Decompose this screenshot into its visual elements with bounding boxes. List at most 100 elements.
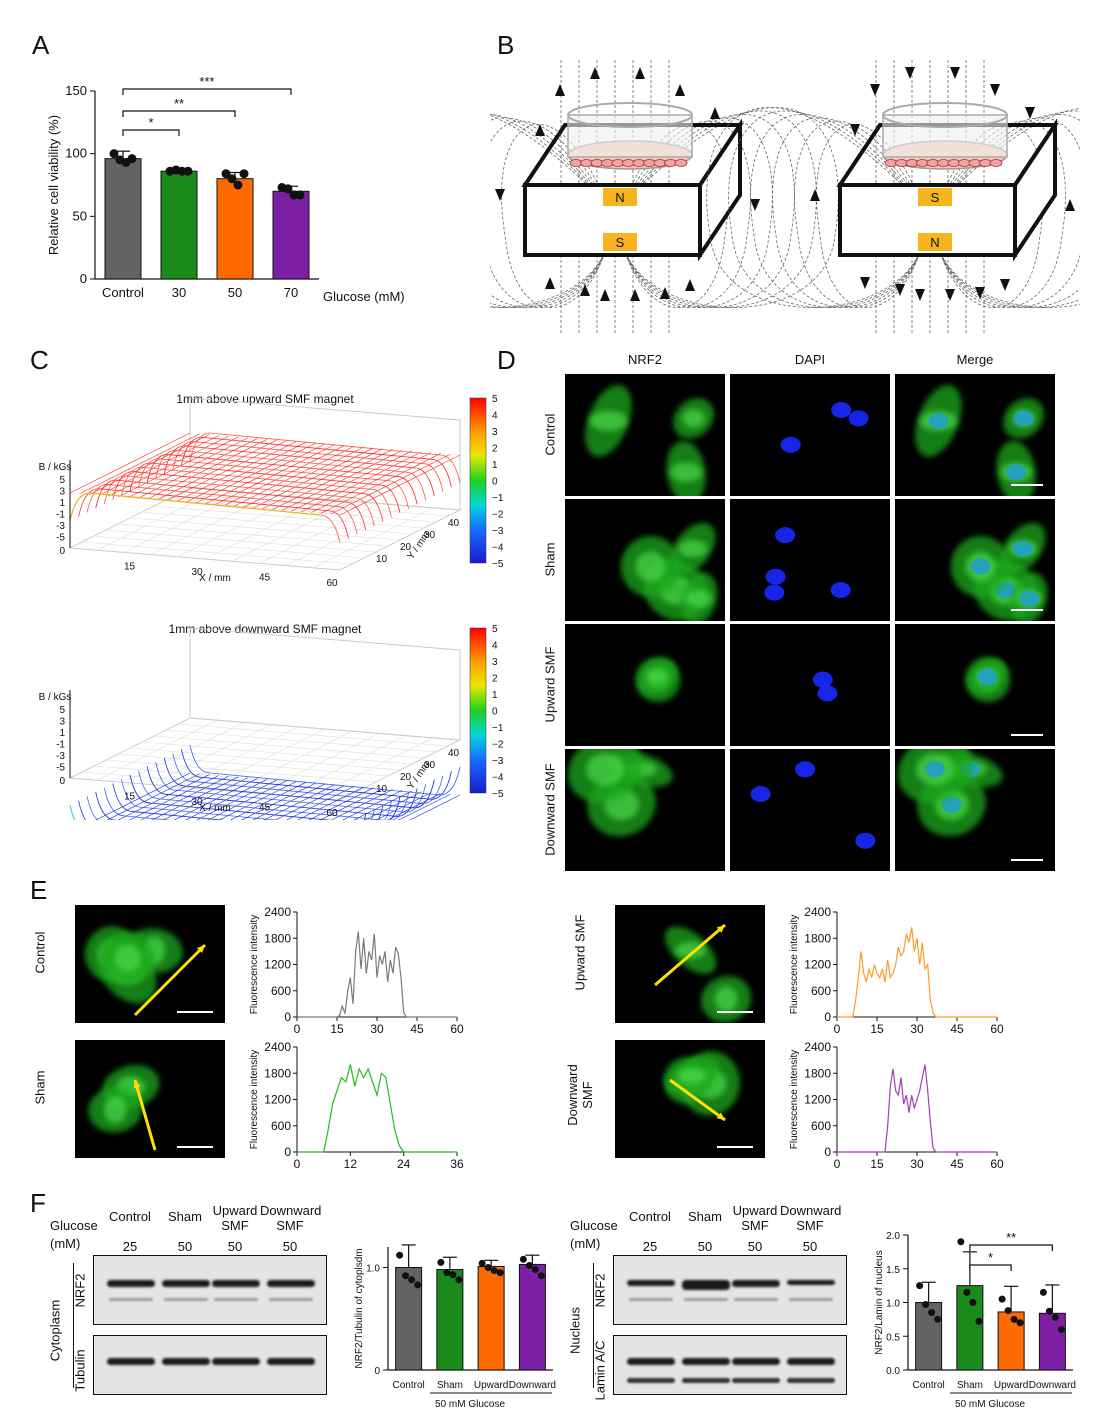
magnet-bottom (603, 233, 637, 251)
surface-mesh-line (224, 445, 345, 506)
micrograph-tile (565, 499, 725, 621)
x-tick-label: 30 (910, 1022, 924, 1035)
cell-core (103, 1096, 127, 1124)
bar (160, 170, 198, 280)
colorbar-tick-label: −1 (492, 493, 504, 504)
lane-label: Upward SMF (732, 1203, 778, 1233)
field-arrow (1000, 279, 1010, 291)
line-profile-chart: 0600120018002400015304560Distance(μm)Flu… (789, 1040, 1004, 1170)
surface-mesh-line (319, 788, 383, 820)
surface-mesh-line (272, 449, 393, 510)
lane-label: Control (109, 1209, 151, 1224)
x-tick-label: 24 (397, 1157, 411, 1170)
field-arrow (905, 67, 915, 79)
x-tick-label: 45 (950, 1157, 964, 1170)
y-tick-label: 50 (73, 208, 87, 223)
row-label: Upward SMF (542, 646, 558, 723)
nucleus (765, 568, 786, 585)
profile-line (837, 927, 997, 1018)
panel-letter-a: A (32, 30, 50, 60)
z-axis-label: B / kGs (39, 692, 72, 703)
cell-core (678, 1067, 707, 1084)
x-tick-label: 36 (450, 1157, 464, 1170)
nucleus (925, 761, 946, 778)
field-line (706, 107, 923, 308)
field-line (750, 113, 923, 308)
field-arrow (580, 284, 590, 296)
y-tick-label: 600 (271, 1119, 291, 1133)
data-point (221, 169, 231, 179)
micrograph-tile (895, 374, 1055, 496)
protein-band (267, 1280, 315, 1287)
line-profile-chart: 06001200180024000122436Distance(μm)Fluor… (249, 1040, 464, 1170)
y-tick-label: 1800 (264, 1066, 291, 1080)
colorbar-tick-label: 2 (492, 444, 498, 455)
grid-line (153, 505, 425, 529)
y-tick-label: 1800 (264, 931, 291, 945)
field-arrow (870, 84, 880, 96)
surface-mesh-line (117, 774, 210, 820)
y-tick-label: 2400 (804, 1040, 831, 1054)
data-point (998, 1295, 1006, 1303)
field-arrow (1065, 199, 1075, 211)
protein-band (107, 1358, 155, 1365)
z-tick-label: -3 (56, 521, 65, 532)
lane-label: Downward SMF (260, 1203, 322, 1233)
western-blot (613, 1335, 847, 1395)
surface-mesh-line (95, 792, 367, 820)
data-point (519, 1255, 527, 1263)
category-label: Control (393, 1380, 425, 1391)
concentration-label: 25 (122, 1239, 138, 1254)
z-tick-label: 0 (59, 776, 65, 787)
quantification-bar-chart: 0.0 0.5 1.0 1.5 2.0 Control Sham Upward Downward… (874, 1230, 1076, 1410)
x-axis-label: Glucose (mM) (323, 289, 405, 304)
row-label: Control (542, 413, 558, 456)
profile-line (297, 931, 457, 1018)
bar (1038, 1312, 1066, 1371)
grid-line (129, 747, 401, 771)
grid-line (165, 499, 437, 523)
protein-band (212, 1358, 260, 1365)
surface-mesh-line (339, 454, 461, 516)
micrograph-image (663, 1051, 740, 1122)
lane-label: Downward SMF (780, 1203, 842, 1233)
concentration-label: 50 (177, 1239, 193, 1254)
profile-arrowhead (716, 1112, 725, 1120)
y-tick-label: 20 (400, 542, 412, 553)
field-arrow (630, 289, 640, 301)
field-arrow (710, 107, 720, 119)
panel-d-micrograph-grid: NRF2 DAPI Merge Control Sham Upward SMF Downwa… (542, 352, 1055, 872)
scale-bar (717, 1146, 753, 1148)
concentration-label: 25 (642, 1239, 658, 1254)
z-tick-label: -5 (56, 533, 65, 544)
faint-band (684, 1298, 728, 1301)
y-tick-label: 1.5 (886, 1265, 900, 1276)
field-arrow (555, 84, 565, 96)
cell-core (678, 539, 708, 558)
faint-band (269, 1298, 313, 1301)
surface-mesh-line (78, 800, 87, 820)
colorbar-tick-label: 1 (492, 690, 498, 701)
field-arrow (810, 189, 820, 201)
field-arrow (895, 284, 905, 296)
protein-band (162, 1358, 210, 1365)
surface-mesh-line (86, 796, 358, 820)
protein-band (787, 1378, 835, 1383)
data-point (484, 1264, 492, 1271)
x-tick-label: 60 (990, 1022, 1004, 1035)
data-point (408, 1276, 416, 1284)
surface-mesh-line (285, 786, 355, 820)
nucleus (831, 401, 852, 418)
y-tick-label: 20 (400, 772, 412, 783)
data-point (478, 1259, 486, 1267)
y-tick-label: 0 (374, 1366, 380, 1377)
column-header: DAPI (794, 352, 826, 367)
colorbar-tick-label: −4 (492, 543, 504, 554)
category-label: 50 (228, 285, 242, 300)
z-tick-label: 0 (59, 546, 65, 557)
y-tick-label: 600 (811, 1119, 831, 1133)
surface-mesh-line (106, 773, 200, 820)
micrograph-image (567, 749, 673, 837)
bar (518, 1263, 546, 1371)
bar (477, 1265, 505, 1371)
